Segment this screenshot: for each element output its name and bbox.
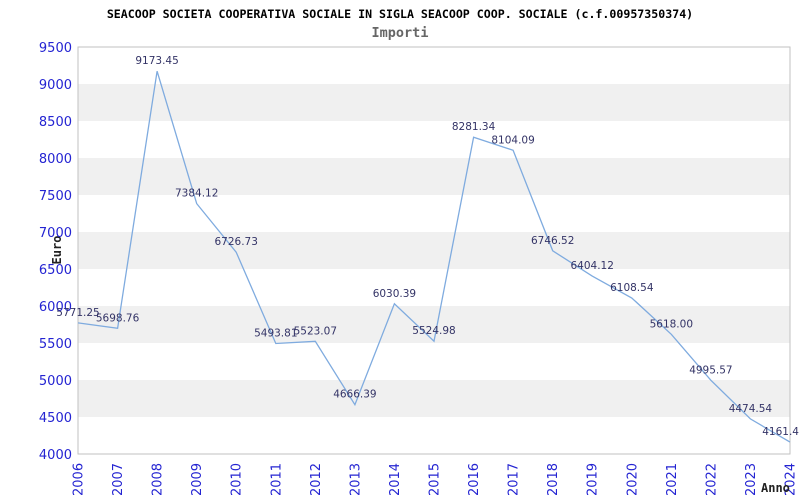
svg-text:6500: 6500 <box>39 263 72 278</box>
svg-text:2022: 2022 <box>704 463 719 496</box>
svg-text:2021: 2021 <box>665 463 680 496</box>
svg-text:2024: 2024 <box>784 463 799 496</box>
svg-text:2009: 2009 <box>190 463 205 496</box>
svg-text:4161.4: 4161.4 <box>762 426 799 438</box>
svg-text:4000: 4000 <box>39 448 72 463</box>
svg-text:9500: 9500 <box>39 41 72 56</box>
svg-text:2011: 2011 <box>269 463 284 496</box>
y-axis-tick-labels: 4000 4500 5000 5500 6000 6500 7000 7500 8000 8500… <box>39 41 72 463</box>
svg-text:6726.73: 6726.73 <box>214 236 257 248</box>
svg-text:9173.45: 9173.45 <box>135 55 178 67</box>
svg-text:7500: 7500 <box>39 189 72 204</box>
svg-text:4995.57: 4995.57 <box>689 364 732 376</box>
svg-text:2013: 2013 <box>348 463 363 496</box>
chart-title: SEACOOP SOCIETA COOPERATIVA SOCIALE IN S… <box>106 7 694 21</box>
svg-text:8000: 8000 <box>39 152 72 167</box>
svg-text:6000: 6000 <box>39 300 72 315</box>
x-axis-label: Anno <box>761 481 790 495</box>
svg-text:2015: 2015 <box>428 463 443 496</box>
svg-text:5000: 5000 <box>39 374 72 389</box>
svg-text:7384.12: 7384.12 <box>175 188 218 200</box>
svg-text:2023: 2023 <box>744 463 759 496</box>
svg-text:2010: 2010 <box>230 463 245 496</box>
svg-text:5698.76: 5698.76 <box>96 312 140 324</box>
svg-text:4474.54: 4474.54 <box>729 403 773 415</box>
svg-text:2012: 2012 <box>309 463 324 496</box>
plot-bands <box>78 84 790 417</box>
svg-text:6108.54: 6108.54 <box>610 282 654 294</box>
svg-text:5524.98: 5524.98 <box>412 325 455 337</box>
svg-text:8104.09: 8104.09 <box>491 134 534 146</box>
svg-text:2007: 2007 <box>111 463 126 496</box>
svg-text:8500: 8500 <box>39 115 72 130</box>
svg-text:2006: 2006 <box>72 463 87 496</box>
svg-text:7000: 7000 <box>39 226 72 241</box>
svg-text:2017: 2017 <box>507 463 522 496</box>
plot-border <box>77 46 791 455</box>
svg-text:2019: 2019 <box>586 463 601 496</box>
svg-text:6030.39: 6030.39 <box>373 288 416 300</box>
svg-text:8281.34: 8281.34 <box>452 121 496 133</box>
svg-text:4500: 4500 <box>39 411 72 426</box>
svg-text:5618.00: 5618.00 <box>650 318 693 330</box>
svg-text:2008: 2008 <box>151 463 166 496</box>
chart-subtitle: Importi <box>371 25 429 41</box>
svg-text:2014: 2014 <box>388 463 403 496</box>
svg-text:5493.81: 5493.81 <box>254 328 297 340</box>
series-line <box>77 71 791 443</box>
svg-text:2018: 2018 <box>546 463 561 496</box>
svg-text:6746.52: 6746.52 <box>531 235 574 247</box>
svg-text:2016: 2016 <box>467 463 482 496</box>
svg-text:5500: 5500 <box>39 337 72 352</box>
svg-text:5523.07: 5523.07 <box>294 325 337 337</box>
svg-text:9000: 9000 <box>39 78 72 93</box>
svg-text:6404.12: 6404.12 <box>570 260 613 272</box>
svg-text:4666.39: 4666.39 <box>333 389 376 401</box>
svg-text:5771.25: 5771.25 <box>56 307 99 319</box>
svg-text:2020: 2020 <box>625 463 640 496</box>
x-axis-tick-labels: 2006 2007 2008 2009 2010 2011 2012 2013 2014 2015… <box>72 463 799 496</box>
